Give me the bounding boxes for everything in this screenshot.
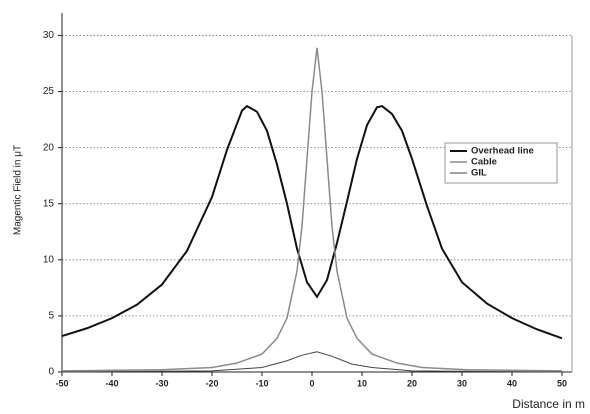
legend-label: GIL	[471, 168, 487, 179]
x-axis-label: Distance in m	[512, 397, 585, 411]
series-line	[61, 104, 563, 340]
y-tick-label: 5	[48, 311, 54, 322]
x-tick-label: -50	[55, 378, 68, 388]
y-tick-label: 15	[43, 198, 55, 209]
series-line	[61, 47, 563, 372]
x-tick-label: -10	[255, 378, 268, 388]
x-tick-label: -20	[205, 378, 218, 388]
x-tick-label: 30	[457, 378, 467, 388]
y-tick-label: 20	[43, 142, 55, 153]
y-tick-label: 0	[48, 367, 54, 378]
y-tick-label: 10	[43, 254, 55, 265]
y-tick-label: 30	[43, 30, 55, 41]
legend-box	[444, 142, 558, 184]
x-tick-label: 40	[507, 378, 517, 388]
legend-label: Overhead line	[471, 146, 534, 157]
series-line	[61, 351, 563, 373]
y-axis-label: Magentic Field in μT	[13, 145, 24, 235]
x-tick-label: 0	[309, 378, 314, 388]
x-tick-label: 20	[407, 378, 417, 388]
y-tick-label: 25	[43, 86, 55, 97]
legend-label: Cable	[471, 157, 497, 168]
x-tick-label: 10	[357, 378, 367, 388]
x-tick-label: 50	[557, 378, 567, 388]
x-tick-label: -40	[105, 378, 118, 388]
x-tick-label: -30	[155, 378, 168, 388]
